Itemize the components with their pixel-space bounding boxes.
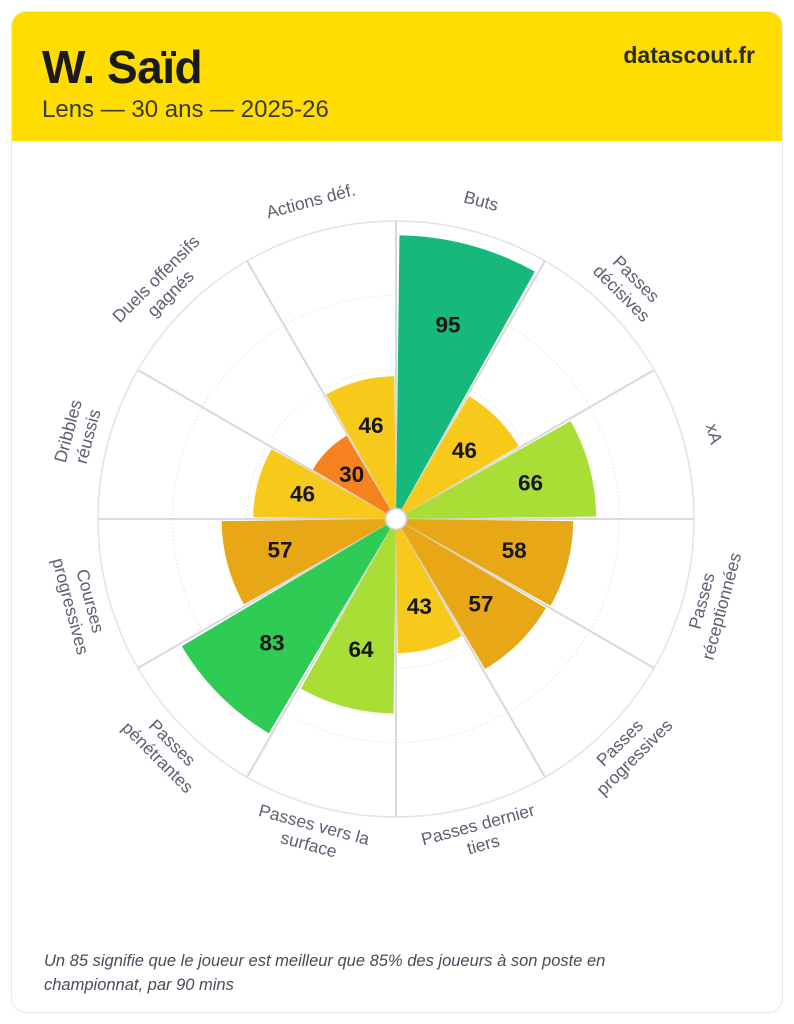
svg-text:30: 30	[339, 462, 364, 487]
svg-text:xA: xA	[702, 421, 727, 446]
svg-text:Buts: Buts	[462, 187, 501, 215]
svg-text:46: 46	[452, 438, 477, 463]
svg-text:58: 58	[502, 538, 527, 563]
svg-text:66: 66	[518, 470, 543, 495]
svg-text:57: 57	[267, 538, 292, 563]
svg-text:46: 46	[290, 481, 315, 506]
svg-text:57: 57	[468, 591, 493, 616]
svg-text:95: 95	[435, 312, 460, 337]
svg-text:46: 46	[358, 413, 383, 438]
svg-text:64: 64	[349, 637, 375, 662]
svg-text:83: 83	[259, 631, 284, 656]
svg-text:Actions déf.: Actions déf.	[264, 179, 358, 222]
svg-text:43: 43	[407, 594, 432, 619]
